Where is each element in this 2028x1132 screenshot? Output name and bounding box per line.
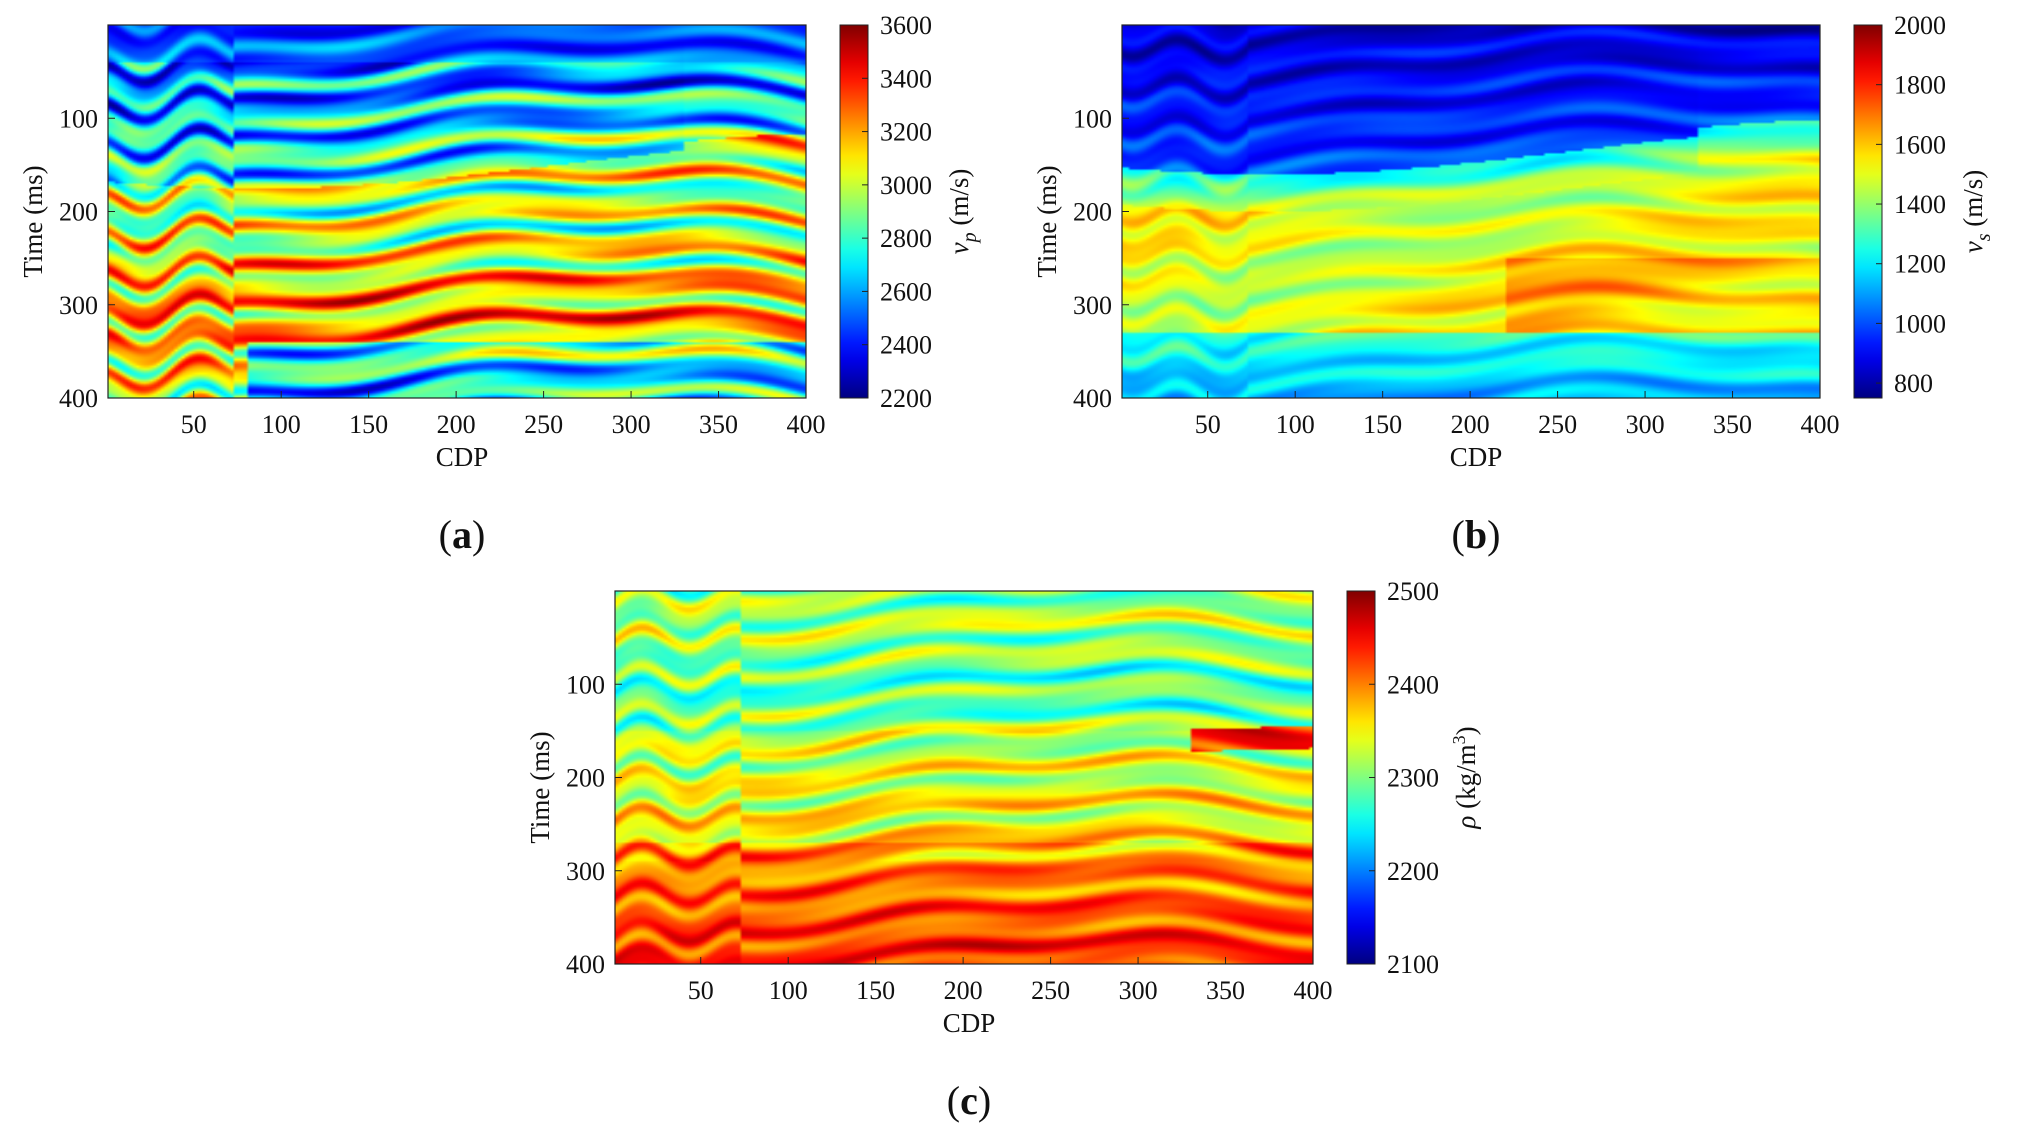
colorbar-tick-label: 1200 <box>1894 250 1946 279</box>
x-tick-label: 350 <box>1206 976 1245 1005</box>
colorbar-tick-label: 3600 <box>880 11 932 40</box>
y-tick-label: 300 <box>1073 291 1112 320</box>
x-tick-label: 300 <box>1119 976 1158 1005</box>
x-tick-label: 50 <box>688 976 714 1005</box>
colorbar-tick-label: 1400 <box>1894 190 1946 219</box>
x-tick-label: 350 <box>699 410 738 439</box>
x-tick-label: 400 <box>1294 976 1333 1005</box>
y-tick-label: 200 <box>1073 198 1112 227</box>
heatmap-image <box>108 25 806 398</box>
y-tick-label: 300 <box>566 857 605 886</box>
x-tick-label: 300 <box>1626 410 1665 439</box>
colorbar-tick-label: 2000 <box>1894 11 1946 40</box>
colorbar-tick-label: 2600 <box>880 277 932 306</box>
y-axis-label: Time (ms) <box>525 731 555 843</box>
colorbar-tick-label: 2300 <box>1387 764 1439 793</box>
x-tick-label: 200 <box>944 976 983 1005</box>
y-tick-label: 100 <box>59 104 98 133</box>
panel-a: 50 100 150 200 250 300 350 400 100 200 300 400 CDP Ti… <box>0 0 1014 566</box>
y-axis-label: Time (ms) <box>1032 165 1062 277</box>
colorbar-tick-label: 3400 <box>880 64 932 93</box>
colorbar-tick-label: 1600 <box>1894 130 1946 159</box>
colorbar-tick-label: 3200 <box>880 118 932 147</box>
chart-a: 50 100 150 200 250 300 350 400 100 200 300 400 CDP Ti… <box>18 11 981 557</box>
x-axis-label: CDP <box>436 442 489 472</box>
colorbar-tick-label: 800 <box>1894 369 1933 398</box>
heatmap-image <box>1122 25 1820 398</box>
chart-b: 50 100 150 200 250 300 350 400 100 200 300 400 CDP Ti… <box>1032 11 1995 557</box>
colorbar-tick-label: 2100 <box>1387 950 1439 979</box>
colorbar <box>839 24 869 399</box>
panel-c: 50 100 150 200 250 300 350 400 100 200 300 400 CDP Ti… <box>507 566 1521 1132</box>
x-tick-label: 50 <box>181 410 207 439</box>
x-axis-label: CDP <box>1450 442 1503 472</box>
colorbar-tick-label: 1800 <box>1894 71 1946 100</box>
colorbar-tick-label: 2400 <box>880 331 932 360</box>
x-tick-label: 250 <box>524 410 563 439</box>
colorbar-tick-label: 2400 <box>1387 670 1439 699</box>
x-tick-label: 300 <box>612 410 651 439</box>
colorbar-label: vp (m/s) <box>944 169 981 255</box>
y-tick-label: 300 <box>59 291 98 320</box>
panel-label: (c) <box>947 1078 991 1123</box>
x-tick-label: 100 <box>262 410 301 439</box>
x-axis-label: CDP <box>943 1008 996 1038</box>
x-tick-label: 400 <box>1801 410 1840 439</box>
colorbar-tick-label: 2200 <box>1387 857 1439 886</box>
x-tick-label: 150 <box>349 410 388 439</box>
y-tick-label: 200 <box>59 198 98 227</box>
y-axis-label: Time (ms) <box>18 165 48 277</box>
y-tick-label: 100 <box>566 670 605 699</box>
y-tick-label: 400 <box>566 950 605 979</box>
chart-c: 50 100 150 200 250 300 350 400 100 200 300 400 CDP Ti… <box>525 577 1481 1123</box>
x-tick-label: 250 <box>1538 410 1577 439</box>
colorbar-tick-label: 3000 <box>880 171 932 200</box>
x-tick-label: 200 <box>437 410 476 439</box>
y-tick-label: 100 <box>1073 104 1112 133</box>
x-tick-label: 50 <box>1195 410 1221 439</box>
x-tick-label: 150 <box>856 976 895 1005</box>
x-tick-label: 100 <box>1276 410 1315 439</box>
x-tick-label: 150 <box>1363 410 1402 439</box>
x-tick-label: 200 <box>1451 410 1490 439</box>
y-tick-label: 400 <box>59 384 98 413</box>
colorbar-label: ρ (kg/m3) <box>1449 726 1481 829</box>
colorbar-tick-label: 2200 <box>880 384 932 413</box>
colorbar-label: vs (m/s) <box>1958 170 1995 254</box>
colorbar <box>1853 24 1883 399</box>
x-tick-label: 400 <box>787 410 826 439</box>
heatmap-image <box>615 591 1313 964</box>
panel-b: 50 100 150 200 250 300 350 400 100 200 300 400 CDP Ti… <box>1014 0 2028 566</box>
x-tick-label: 350 <box>1713 410 1752 439</box>
y-tick-label: 400 <box>1073 384 1112 413</box>
x-tick-label: 100 <box>769 976 808 1005</box>
colorbar-tick-label: 2800 <box>880 224 932 253</box>
x-tick-label: 250 <box>1031 976 1070 1005</box>
panel-label: (a) <box>439 512 486 557</box>
y-tick-label: 200 <box>566 764 605 793</box>
colorbar-tick-label: 1000 <box>1894 309 1946 338</box>
colorbar-tick-label: 2500 <box>1387 577 1439 606</box>
panel-label: (b) <box>1452 512 1501 557</box>
